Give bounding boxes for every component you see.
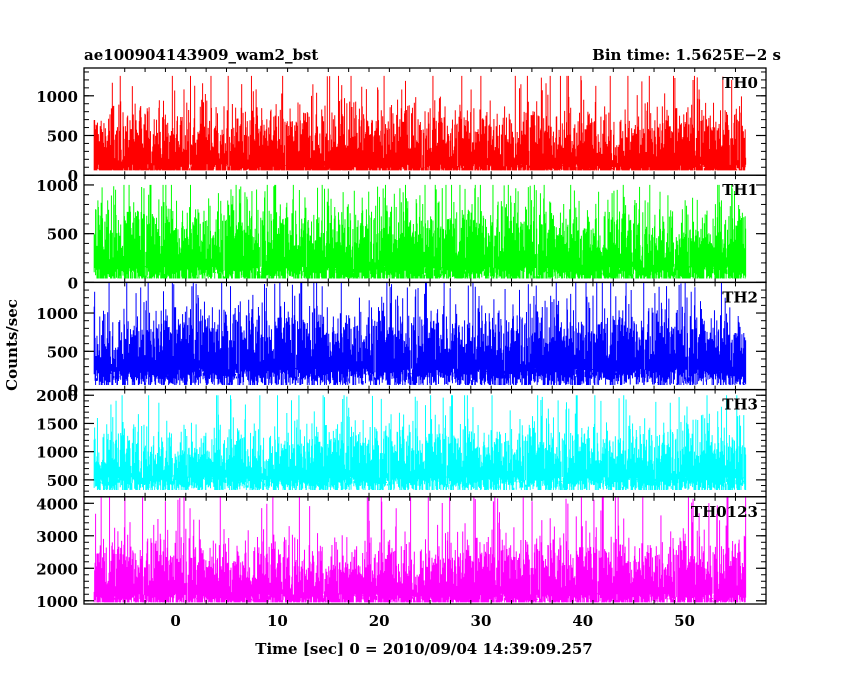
panel-label: TH1 [722, 181, 758, 199]
series-th0-line [93, 75, 747, 171]
x-tick-label: 10 [267, 612, 288, 630]
panel-th3: 500 1000 1500 2000 TH3 [36, 387, 767, 498]
y-tick-label: 0 [68, 167, 78, 185]
panel-label: TH3 [722, 396, 758, 414]
y-tick-label: 500 [47, 472, 78, 490]
y-tick-label: 500 [47, 127, 78, 145]
x-tick-label: 30 [471, 612, 492, 630]
y-tick-label: 0 [68, 274, 78, 292]
y-tick-label: 500 [47, 343, 78, 361]
y-tick-label: 1500 [36, 415, 78, 433]
series-th1-line [93, 184, 747, 279]
x-tick-label: 0 [170, 612, 180, 630]
x-axis-label: Time [sec] 0 = 2010/09/04 14:39:09.257 [255, 640, 592, 658]
y-tick-label: 0 [68, 382, 78, 400]
y-tick-label: 1000 [36, 88, 78, 106]
y-tick-label: 4000 [36, 495, 78, 513]
x-tick-label: 50 [674, 612, 695, 630]
y-tick-label: 1000 [36, 593, 78, 611]
panel-th0: 0 500 1000 TH0 [36, 67, 767, 185]
y-tick-label: 3000 [36, 528, 78, 546]
x-axis: 0 10 20 30 40 50 [170, 612, 695, 630]
series-th2-line [93, 282, 747, 385]
series-th0123-line [93, 496, 747, 603]
y-tick-label: 2000 [36, 387, 78, 405]
panels: 0 500 1000 TH0 0 500 1000 TH1 0 500 1000 TH2 500 1000… [36, 67, 767, 611]
y-tick-label: 2000 [36, 560, 78, 578]
y-tick-label: 1000 [36, 305, 78, 323]
bin-time-label: Bin time: 1.5625E−2 s [592, 46, 781, 64]
y-tick-label: 1000 [36, 444, 78, 462]
panel-label: TH2 [722, 288, 758, 306]
chart-title: ae100904143909_wam2_bst [84, 46, 318, 64]
series-th3-line [93, 395, 747, 490]
x-tick-label: 40 [572, 612, 593, 630]
panel-th2: 0 500 1000 TH2 [36, 281, 767, 400]
panel-label: TH0123 [691, 503, 758, 521]
panel-th1: 0 500 1000 TH1 [36, 174, 767, 292]
y-tick-label: 500 [47, 226, 78, 244]
panel-label: TH0 [722, 74, 758, 92]
y-axis-label: Counts/sec [3, 299, 21, 391]
panel-frame [83, 496, 767, 605]
panel-th0123: 1000 2000 3000 4000 TH0123 [36, 495, 767, 611]
x-tick-label: 20 [369, 612, 390, 630]
y-tick-label: 1000 [36, 177, 78, 195]
